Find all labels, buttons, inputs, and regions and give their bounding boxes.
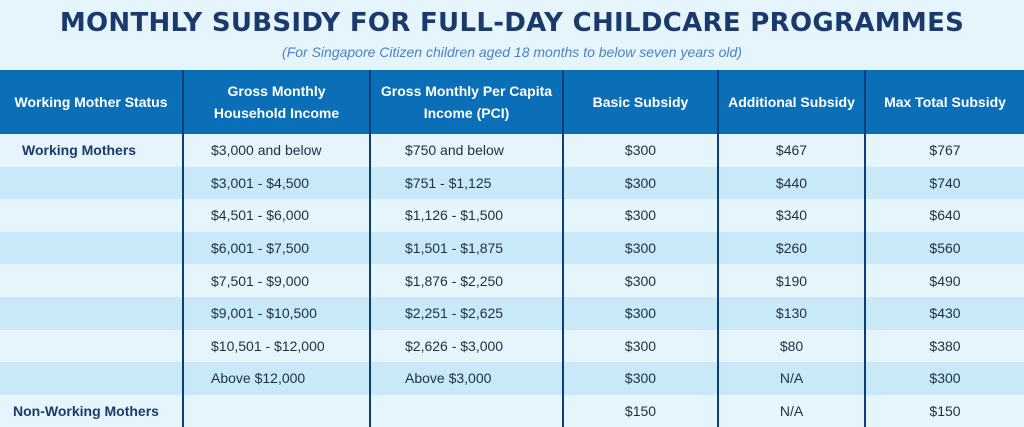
- cell-basic-subsidy: $300: [562, 134, 718, 167]
- cell-household-income: $7,501 - $9,000: [182, 264, 370, 297]
- cell-additional-subsidy: $467: [717, 134, 865, 167]
- cell-max-subsidy: $640: [864, 199, 1024, 232]
- cell-mother-status: [0, 199, 183, 232]
- cell-basic-subsidy: $300: [562, 199, 718, 232]
- cell-mother-status: [0, 231, 183, 265]
- table-row: $9,001 - $10,500 $2,251 - $2,625 $300 $1…: [0, 296, 1024, 330]
- cell-pci: [369, 394, 563, 427]
- cell-basic-subsidy: $300: [562, 329, 718, 363]
- cell-household-income: [182, 394, 370, 427]
- header-basic-subsidy: Basic Subsidy: [562, 70, 718, 134]
- cell-additional-subsidy: N/A: [717, 362, 865, 395]
- cell-household-income: Above $12,000: [182, 362, 370, 395]
- cell-max-subsidy: $150: [864, 394, 1024, 427]
- table-row: $10,501 - $12,000 $2,626 - $3,000 $300 $…: [0, 329, 1024, 363]
- cell-household-income: $4,501 - $6,000: [182, 199, 370, 232]
- cell-basic-subsidy: $300: [562, 231, 718, 265]
- cell-mother-status: Working Mothers: [0, 134, 183, 167]
- table-row: $6,001 - $7,500 $1,501 - $1,875 $300 $26…: [0, 231, 1024, 265]
- cell-basic-subsidy: $300: [562, 264, 718, 297]
- table-row: $7,501 - $9,000 $1,876 - $2,250 $300 $19…: [0, 264, 1024, 297]
- cell-basic-subsidy: $300: [562, 296, 718, 330]
- cell-pci: $1,876 - $2,250: [369, 264, 563, 297]
- cell-additional-subsidy: $440: [717, 166, 865, 200]
- cell-max-subsidy: $380: [864, 329, 1024, 363]
- table-row: $3,001 - $4,500 $751 - $1,125 $300 $440 …: [0, 166, 1024, 200]
- cell-pci: Above $3,000: [369, 362, 563, 395]
- cell-pci: $1,501 - $1,875: [369, 231, 563, 265]
- cell-max-subsidy: $430: [864, 296, 1024, 330]
- cell-mother-status: [0, 296, 183, 330]
- cell-max-subsidy: $300: [864, 362, 1024, 395]
- cell-mother-status: [0, 264, 183, 297]
- cell-mother-status: [0, 362, 183, 395]
- cell-max-subsidy: $767: [864, 134, 1024, 167]
- cell-household-income: $10,501 - $12,000: [182, 329, 370, 363]
- cell-basic-subsidy: $300: [562, 362, 718, 395]
- cell-household-income: $3,001 - $4,500: [182, 166, 370, 200]
- cell-mother-status: [0, 166, 183, 200]
- cell-additional-subsidy: $80: [717, 329, 865, 363]
- table-row: Working Mothers $3,000 and below $750 an…: [0, 134, 1024, 167]
- cell-household-income: $3,000 and below: [182, 134, 370, 167]
- cell-pci: $1,126 - $1,500: [369, 199, 563, 232]
- page-title: MONTHLY SUBSIDY FOR FULL-DAY CHILDCARE P…: [59, 8, 965, 38]
- cell-pci: $751 - $1,125: [369, 166, 563, 200]
- subsidy-table: Working Mother Status Gross Monthly Hous…: [0, 70, 1024, 427]
- cell-mother-status: Non-Working Mothers: [0, 394, 183, 427]
- table-row: Above $12,000 Above $3,000 $300 N/A $300: [0, 362, 1024, 395]
- table-row: Non-Working Mothers $150 N/A $150: [0, 394, 1024, 427]
- cell-additional-subsidy: N/A: [717, 394, 865, 427]
- cell-max-subsidy: $740: [864, 166, 1024, 200]
- cell-pci: $750 and below: [369, 134, 563, 167]
- cell-additional-subsidy: $130: [717, 296, 865, 330]
- header-per-capita-income: Gross Monthly Per Capita Income (PCI): [369, 70, 563, 134]
- cell-household-income: $6,001 - $7,500: [182, 231, 370, 265]
- header-max-total-subsidy: Max Total Subsidy: [864, 70, 1024, 134]
- table-header-row: Working Mother Status Gross Monthly Hous…: [0, 70, 1024, 134]
- header-working-mother-status: Working Mother Status: [0, 70, 183, 134]
- table-row: $4,501 - $6,000 $1,126 - $1,500 $300 $34…: [0, 199, 1024, 232]
- cell-additional-subsidy: $190: [717, 264, 865, 297]
- cell-mother-status: [0, 329, 183, 363]
- cell-max-subsidy: $490: [864, 264, 1024, 297]
- page-subtitle: (For Singapore Citizen children aged 18 …: [282, 44, 742, 60]
- cell-basic-subsidy: $300: [562, 166, 718, 200]
- cell-max-subsidy: $560: [864, 231, 1024, 265]
- cell-household-income: $9,001 - $10,500: [182, 296, 370, 330]
- cell-additional-subsidy: $260: [717, 231, 865, 265]
- cell-pci: $2,626 - $3,000: [369, 329, 563, 363]
- header-gross-household-income: Gross Monthly Household Income: [182, 70, 370, 134]
- cell-additional-subsidy: $340: [717, 199, 865, 232]
- cell-pci: $2,251 - $2,625: [369, 296, 563, 330]
- header-additional-subsidy: Additional Subsidy: [717, 70, 865, 134]
- cell-basic-subsidy: $150: [562, 394, 718, 427]
